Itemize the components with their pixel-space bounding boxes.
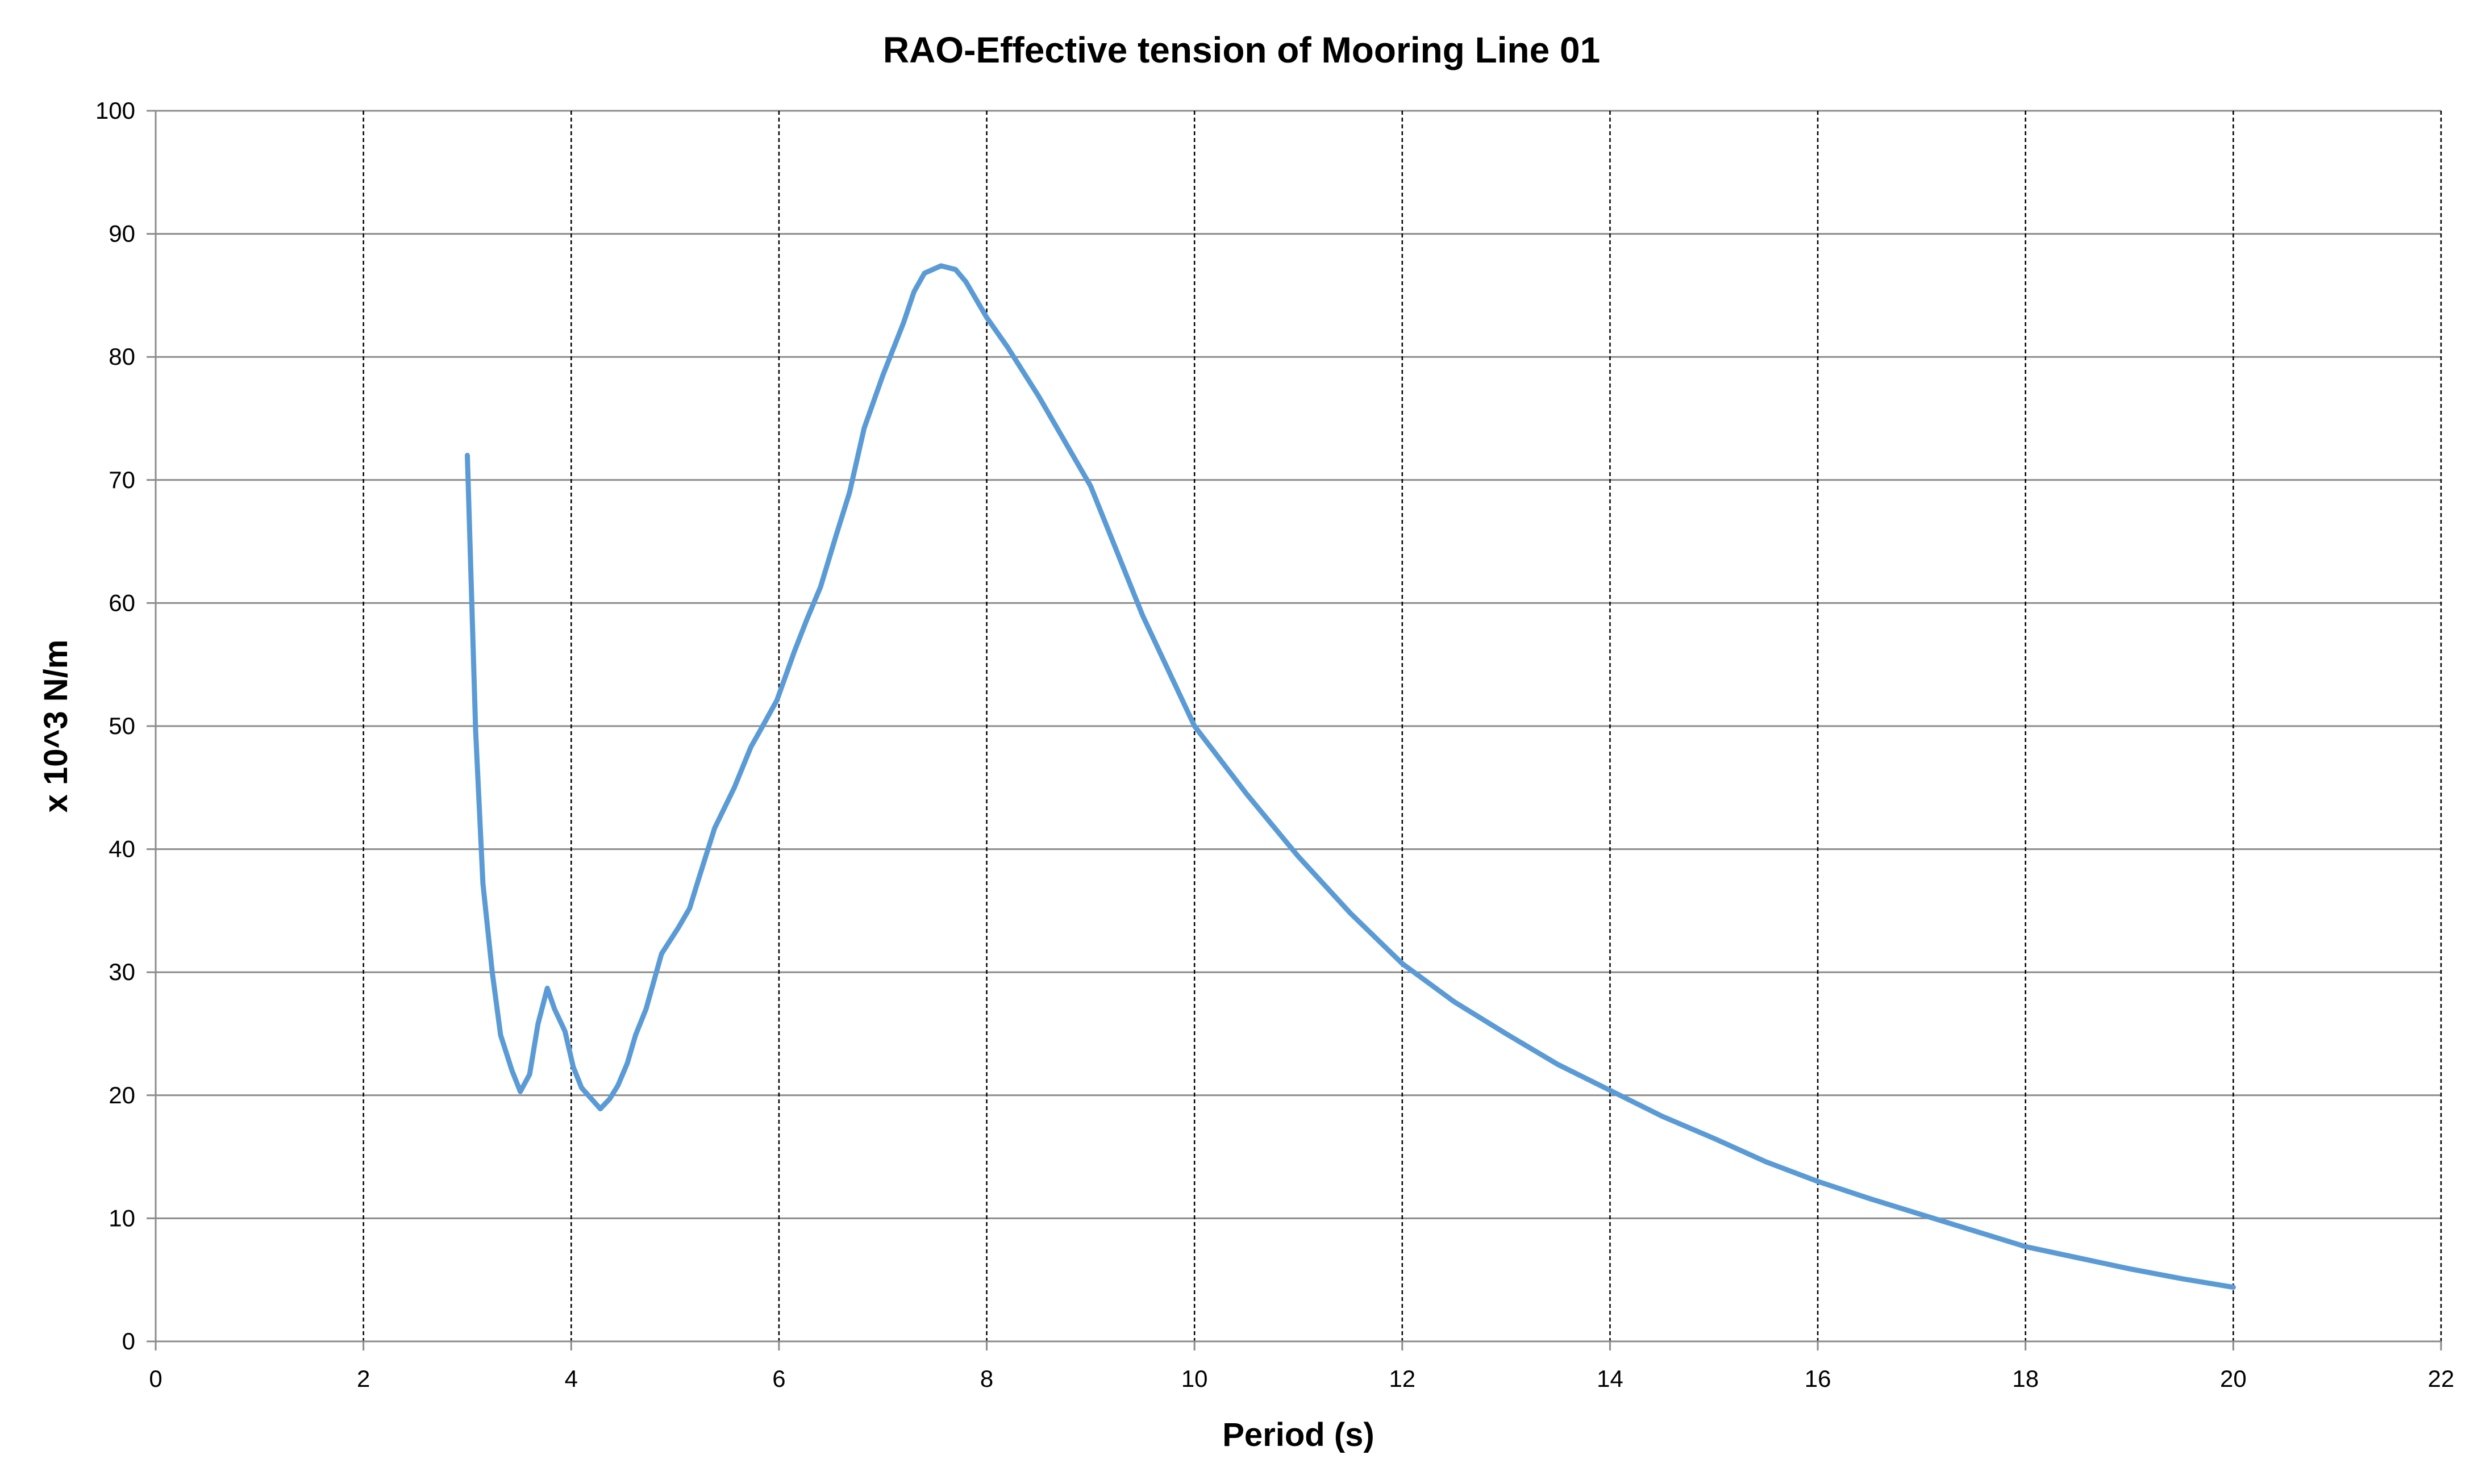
x-tick-label: 2 — [357, 1365, 370, 1392]
y-tick-label: 10 — [109, 1204, 135, 1231]
x-tick-label: 10 — [1181, 1365, 1208, 1392]
y-tick-label: 0 — [122, 1328, 135, 1354]
x-axis-title: Period (s) — [1222, 1416, 1375, 1453]
y-axis-title: x 10^3 N/m — [38, 640, 74, 813]
y-tick-label: 70 — [109, 466, 135, 493]
series-layer — [465, 263, 2236, 1290]
x-tick-label: 14 — [1597, 1365, 1623, 1392]
x-tick-label: 0 — [149, 1365, 162, 1392]
y-tick-label: 20 — [109, 1082, 135, 1108]
y-tick-label: 30 — [109, 958, 135, 985]
y-tick-label: 60 — [109, 589, 135, 616]
y-tick-label: 100 — [95, 97, 135, 124]
y-tick-label: 50 — [109, 712, 135, 739]
x-tick-label: 4 — [565, 1365, 578, 1392]
chart-title: RAO-Effective tension of Mooring Line 01 — [883, 30, 1600, 70]
gridlines — [147, 110, 2442, 1343]
tick-labels: 0 10 20 30 40 50 60 70 80 90 100 0 2 4 6 8 10 12 14 16 18 20 2… — [95, 97, 2454, 1392]
x-tick-label: 12 — [1389, 1365, 1415, 1392]
x-tick-label: 8 — [980, 1365, 993, 1392]
x-tick-label: 6 — [772, 1365, 785, 1392]
y-tick-label: 40 — [109, 836, 135, 862]
x-tick-label: 16 — [1805, 1365, 1831, 1392]
x-tick-label: 18 — [2012, 1365, 2039, 1392]
axes — [155, 111, 2442, 1350]
series-line-effective-tension — [465, 263, 2236, 1290]
y-tick-label: 80 — [109, 343, 135, 370]
y-tick-label: 90 — [109, 220, 135, 247]
x-tick-label: 22 — [2428, 1365, 2455, 1392]
x-tick-label: 20 — [2220, 1365, 2247, 1392]
